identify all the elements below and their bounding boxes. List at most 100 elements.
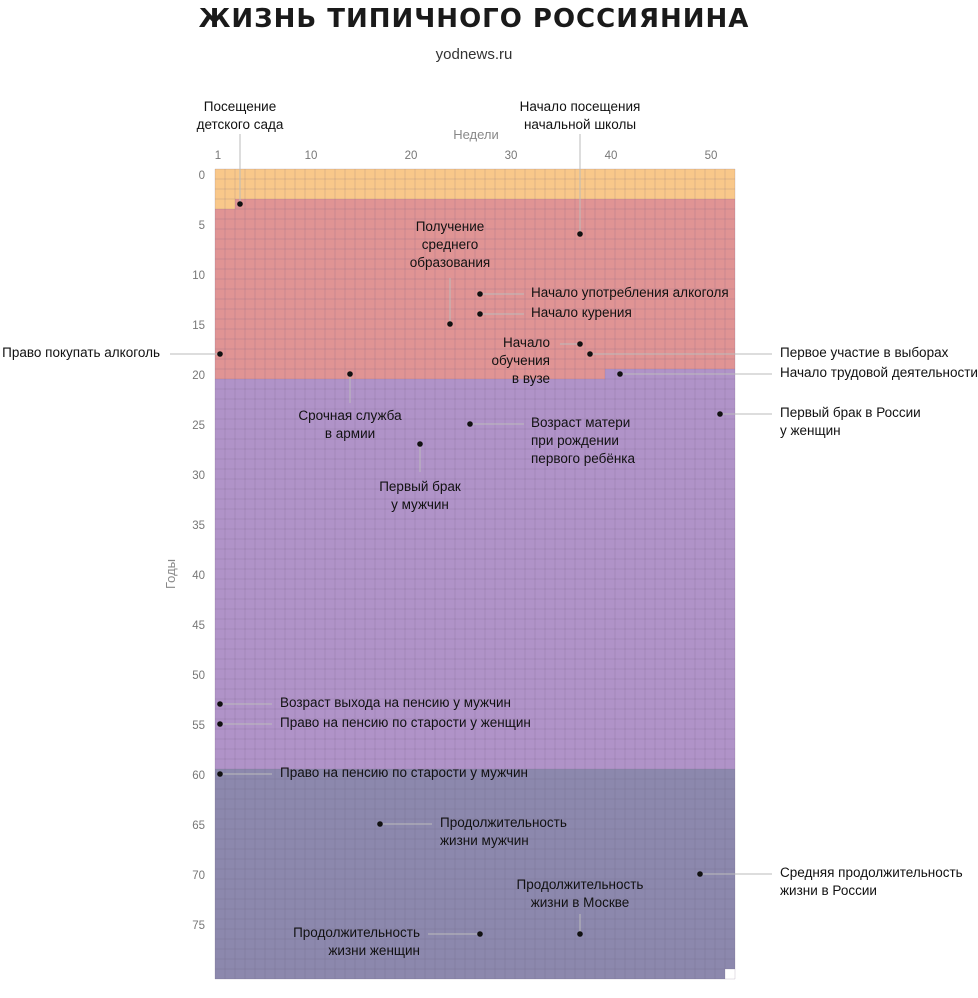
- y-tick-label: 35: [192, 520, 205, 532]
- y-tick-label: 0: [199, 170, 205, 182]
- x-tick-label: 30: [505, 150, 518, 162]
- x-tick-label: 10: [305, 150, 318, 162]
- event-label: Средняя продолжительность жизни в России: [780, 865, 963, 898]
- y-axis-label: Годы: [163, 559, 178, 589]
- event-label-line: Посещение: [204, 99, 276, 114]
- y-tick-label: 40: [192, 570, 205, 582]
- event-label-line: в вузе: [512, 371, 550, 386]
- event-label: Продолжительность жизни мужчин: [440, 815, 567, 848]
- event-label: Возраст выхода на пенсию у мужчин: [280, 695, 511, 710]
- x-tick-label: 20: [405, 150, 418, 162]
- event-label: Начало употребления алкоголя: [531, 285, 729, 300]
- event-label-line: Право на пенсию по старости у женщин: [280, 715, 531, 730]
- event-label-line: жизни мужчин: [440, 833, 529, 848]
- event-dot: [237, 201, 243, 207]
- y-tick-label: 10: [192, 270, 205, 282]
- event-label-line: Начало курения: [531, 305, 632, 320]
- event-dot: [447, 321, 453, 327]
- event-label-line: у женщин: [780, 423, 841, 438]
- event-label-line: Начало: [503, 335, 550, 350]
- stage-retirement: [215, 779, 735, 969]
- stage-retirement: [215, 969, 725, 979]
- event-label-line: среднего: [422, 237, 478, 252]
- event-dot: [617, 371, 623, 377]
- event-dot: [217, 351, 223, 357]
- event-dot: [577, 931, 583, 937]
- event-dots: [217, 201, 723, 937]
- event-label-line: Средняя продолжительность: [780, 865, 963, 880]
- event-dot: [697, 871, 703, 877]
- y-tick-label: 50: [192, 670, 205, 682]
- event-label-line: образования: [410, 255, 491, 270]
- event-label-line: в армии: [325, 426, 375, 441]
- event-label-line: Продолжительность: [293, 925, 420, 940]
- event-label-line: Первый брак: [379, 479, 461, 494]
- page-subtitle: yodnews.ru: [435, 46, 513, 63]
- event-dot: [477, 311, 483, 317]
- y-tick-label: 55: [192, 720, 205, 732]
- event-dot: [217, 721, 223, 727]
- event-label: Первое участие в выборах: [780, 345, 949, 360]
- x-tick-label: 50: [705, 150, 718, 162]
- event-label: Получение среднего образования: [410, 219, 491, 270]
- event-dot: [467, 421, 473, 427]
- event-label-line: жизни женщин: [328, 943, 420, 958]
- event-dot: [587, 351, 593, 357]
- event-label-line: Начало посещения: [520, 99, 641, 114]
- event-dot: [377, 821, 383, 827]
- event-label: Посещение детского сада: [197, 99, 284, 132]
- event-label-line: Начало трудовой деятельности: [780, 365, 978, 380]
- event-label: Начало трудовой деятельности: [780, 365, 978, 380]
- stage-childhood: [215, 199, 235, 209]
- event-label: Продолжительность жизни в Москве: [517, 877, 644, 910]
- page-title: ЖИЗНЬ ТИПИЧНОГО РОССИЯНИНА: [198, 4, 750, 34]
- y-tick-label: 45: [192, 620, 205, 632]
- y-tick-label: 30: [192, 470, 205, 482]
- event-label: Срочная служба в армии: [298, 408, 402, 441]
- y-tick-label: 75: [192, 920, 205, 932]
- event-label-line: Возраст выхода на пенсию у мужчин: [280, 695, 511, 710]
- event-label-line: Продолжительность: [440, 815, 567, 830]
- event-dot: [217, 771, 223, 777]
- event-label-line: обучения: [491, 353, 550, 368]
- event-label: Право на пенсию по старости у мужчин: [280, 765, 528, 780]
- event-label-line: начальной школы: [524, 117, 636, 132]
- stage-adult: [215, 379, 735, 769]
- y-tick-label: 60: [192, 770, 205, 782]
- y-tick-label: 25: [192, 420, 205, 432]
- event-label-line: детского сада: [197, 117, 284, 132]
- event-label-line: жизни в России: [780, 883, 877, 898]
- x-tick-label: 40: [605, 150, 618, 162]
- event-dot: [217, 701, 223, 707]
- event-label: Возраст матери при рождении первого ребёнк…: [531, 415, 636, 466]
- stage-childhood: [215, 179, 735, 199]
- event-label-line: Срочная служба: [298, 408, 402, 423]
- y-tick-label: 20: [192, 370, 205, 382]
- event-label: Первый брак в России у женщин: [780, 405, 921, 438]
- event-dot: [577, 341, 583, 347]
- event-labels: Посещение детского сада Начало посещения на…: [2, 99, 978, 958]
- event-dot: [417, 441, 423, 447]
- event-label: Первый брак у мужчин: [379, 479, 461, 512]
- event-label-line: жизни в Москве: [531, 895, 630, 910]
- x-axis-label: Недели: [453, 127, 499, 142]
- event-label: Начало курения: [531, 305, 632, 320]
- y-tick-label: 65: [192, 820, 205, 832]
- week-grid: [214, 168, 736, 980]
- event-dot: [717, 411, 723, 417]
- event-label: Право на пенсию по старости у женщин: [280, 715, 531, 730]
- event-label: Право покупать алкоголь: [2, 345, 160, 360]
- event-dot: [347, 371, 353, 377]
- stage-fills: [215, 169, 735, 979]
- stage-school: [215, 369, 605, 379]
- y-tick-label: 70: [192, 870, 205, 882]
- y-tick-label: 15: [192, 320, 205, 332]
- event-dot: [577, 231, 583, 237]
- event-label-line: первого ребёнка: [531, 451, 636, 466]
- event-label-line: Возраст матери: [531, 415, 630, 430]
- event-label-line: при рождении: [531, 433, 619, 448]
- event-label-line: Получение: [416, 219, 485, 234]
- event-label-line: Первый брак в России: [780, 405, 921, 420]
- event-label: Начало обучения в вузе: [491, 335, 550, 386]
